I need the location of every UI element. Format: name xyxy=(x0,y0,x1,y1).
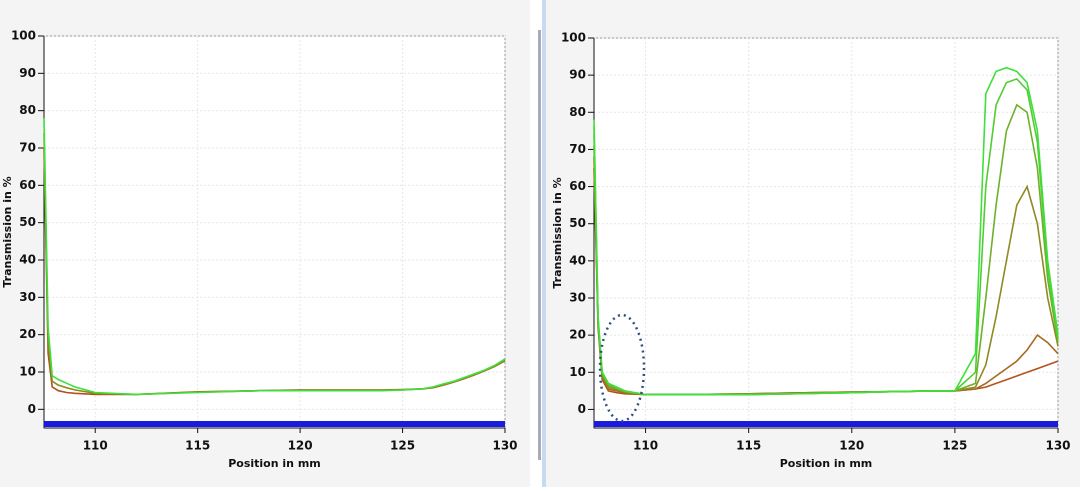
annotation-ellipse xyxy=(598,313,646,423)
y-tick-label: 80 xyxy=(19,103,36,117)
series-line xyxy=(43,118,506,396)
y-tick-label: 20 xyxy=(19,327,36,341)
y-tick-label: 70 xyxy=(569,142,586,156)
y-tick-label: 20 xyxy=(569,328,586,342)
splitter-bar xyxy=(542,0,546,487)
y-axis-label: Transmission in % xyxy=(551,177,564,288)
x-tick-label: 130 xyxy=(492,439,517,453)
plot-area xyxy=(593,37,1059,429)
y-tick-label: 70 xyxy=(19,141,36,155)
y-tick-label: 60 xyxy=(19,178,36,192)
y-tick-label: 0 xyxy=(578,402,586,416)
x-tick-label: 125 xyxy=(942,439,967,453)
splitter xyxy=(538,30,541,460)
x-tick-label: 130 xyxy=(1045,439,1070,453)
y-tick-label: 100 xyxy=(11,29,36,43)
x-tick-label: 120 xyxy=(839,439,864,453)
x-tick-label: 110 xyxy=(83,439,108,453)
x-axis-label: Position in mm xyxy=(780,457,873,470)
y-tick-label: 40 xyxy=(569,253,586,267)
y-tick-label: 60 xyxy=(569,179,586,193)
position-bar xyxy=(44,421,505,427)
y-axis-label: Transmission in % xyxy=(1,176,14,287)
plot-area xyxy=(43,35,506,429)
x-tick-label: 125 xyxy=(390,439,415,453)
y-tick-label: 90 xyxy=(19,66,36,80)
y-tick-label: 30 xyxy=(19,290,36,304)
x-tick-label: 120 xyxy=(288,439,313,453)
y-tick-label: 50 xyxy=(569,216,586,230)
y-tick-label: 10 xyxy=(19,365,36,379)
y-tick-label: 90 xyxy=(569,68,586,82)
y-tick-label: 40 xyxy=(19,253,36,267)
y-tick-label: 10 xyxy=(569,365,586,379)
y-tick-label: 50 xyxy=(19,215,36,229)
y-tick-label: 30 xyxy=(569,291,586,305)
position-bar xyxy=(594,421,1058,427)
y-tick-label: 100 xyxy=(561,31,586,45)
x-tick-label: 115 xyxy=(736,439,761,453)
y-tick-label: 80 xyxy=(569,105,586,119)
series-line xyxy=(593,66,1059,396)
x-tick-label: 110 xyxy=(633,439,658,453)
y-tick-label: 0 xyxy=(28,402,36,416)
x-tick-label: 115 xyxy=(185,439,210,453)
x-axis-label: Position in mm xyxy=(228,457,321,470)
